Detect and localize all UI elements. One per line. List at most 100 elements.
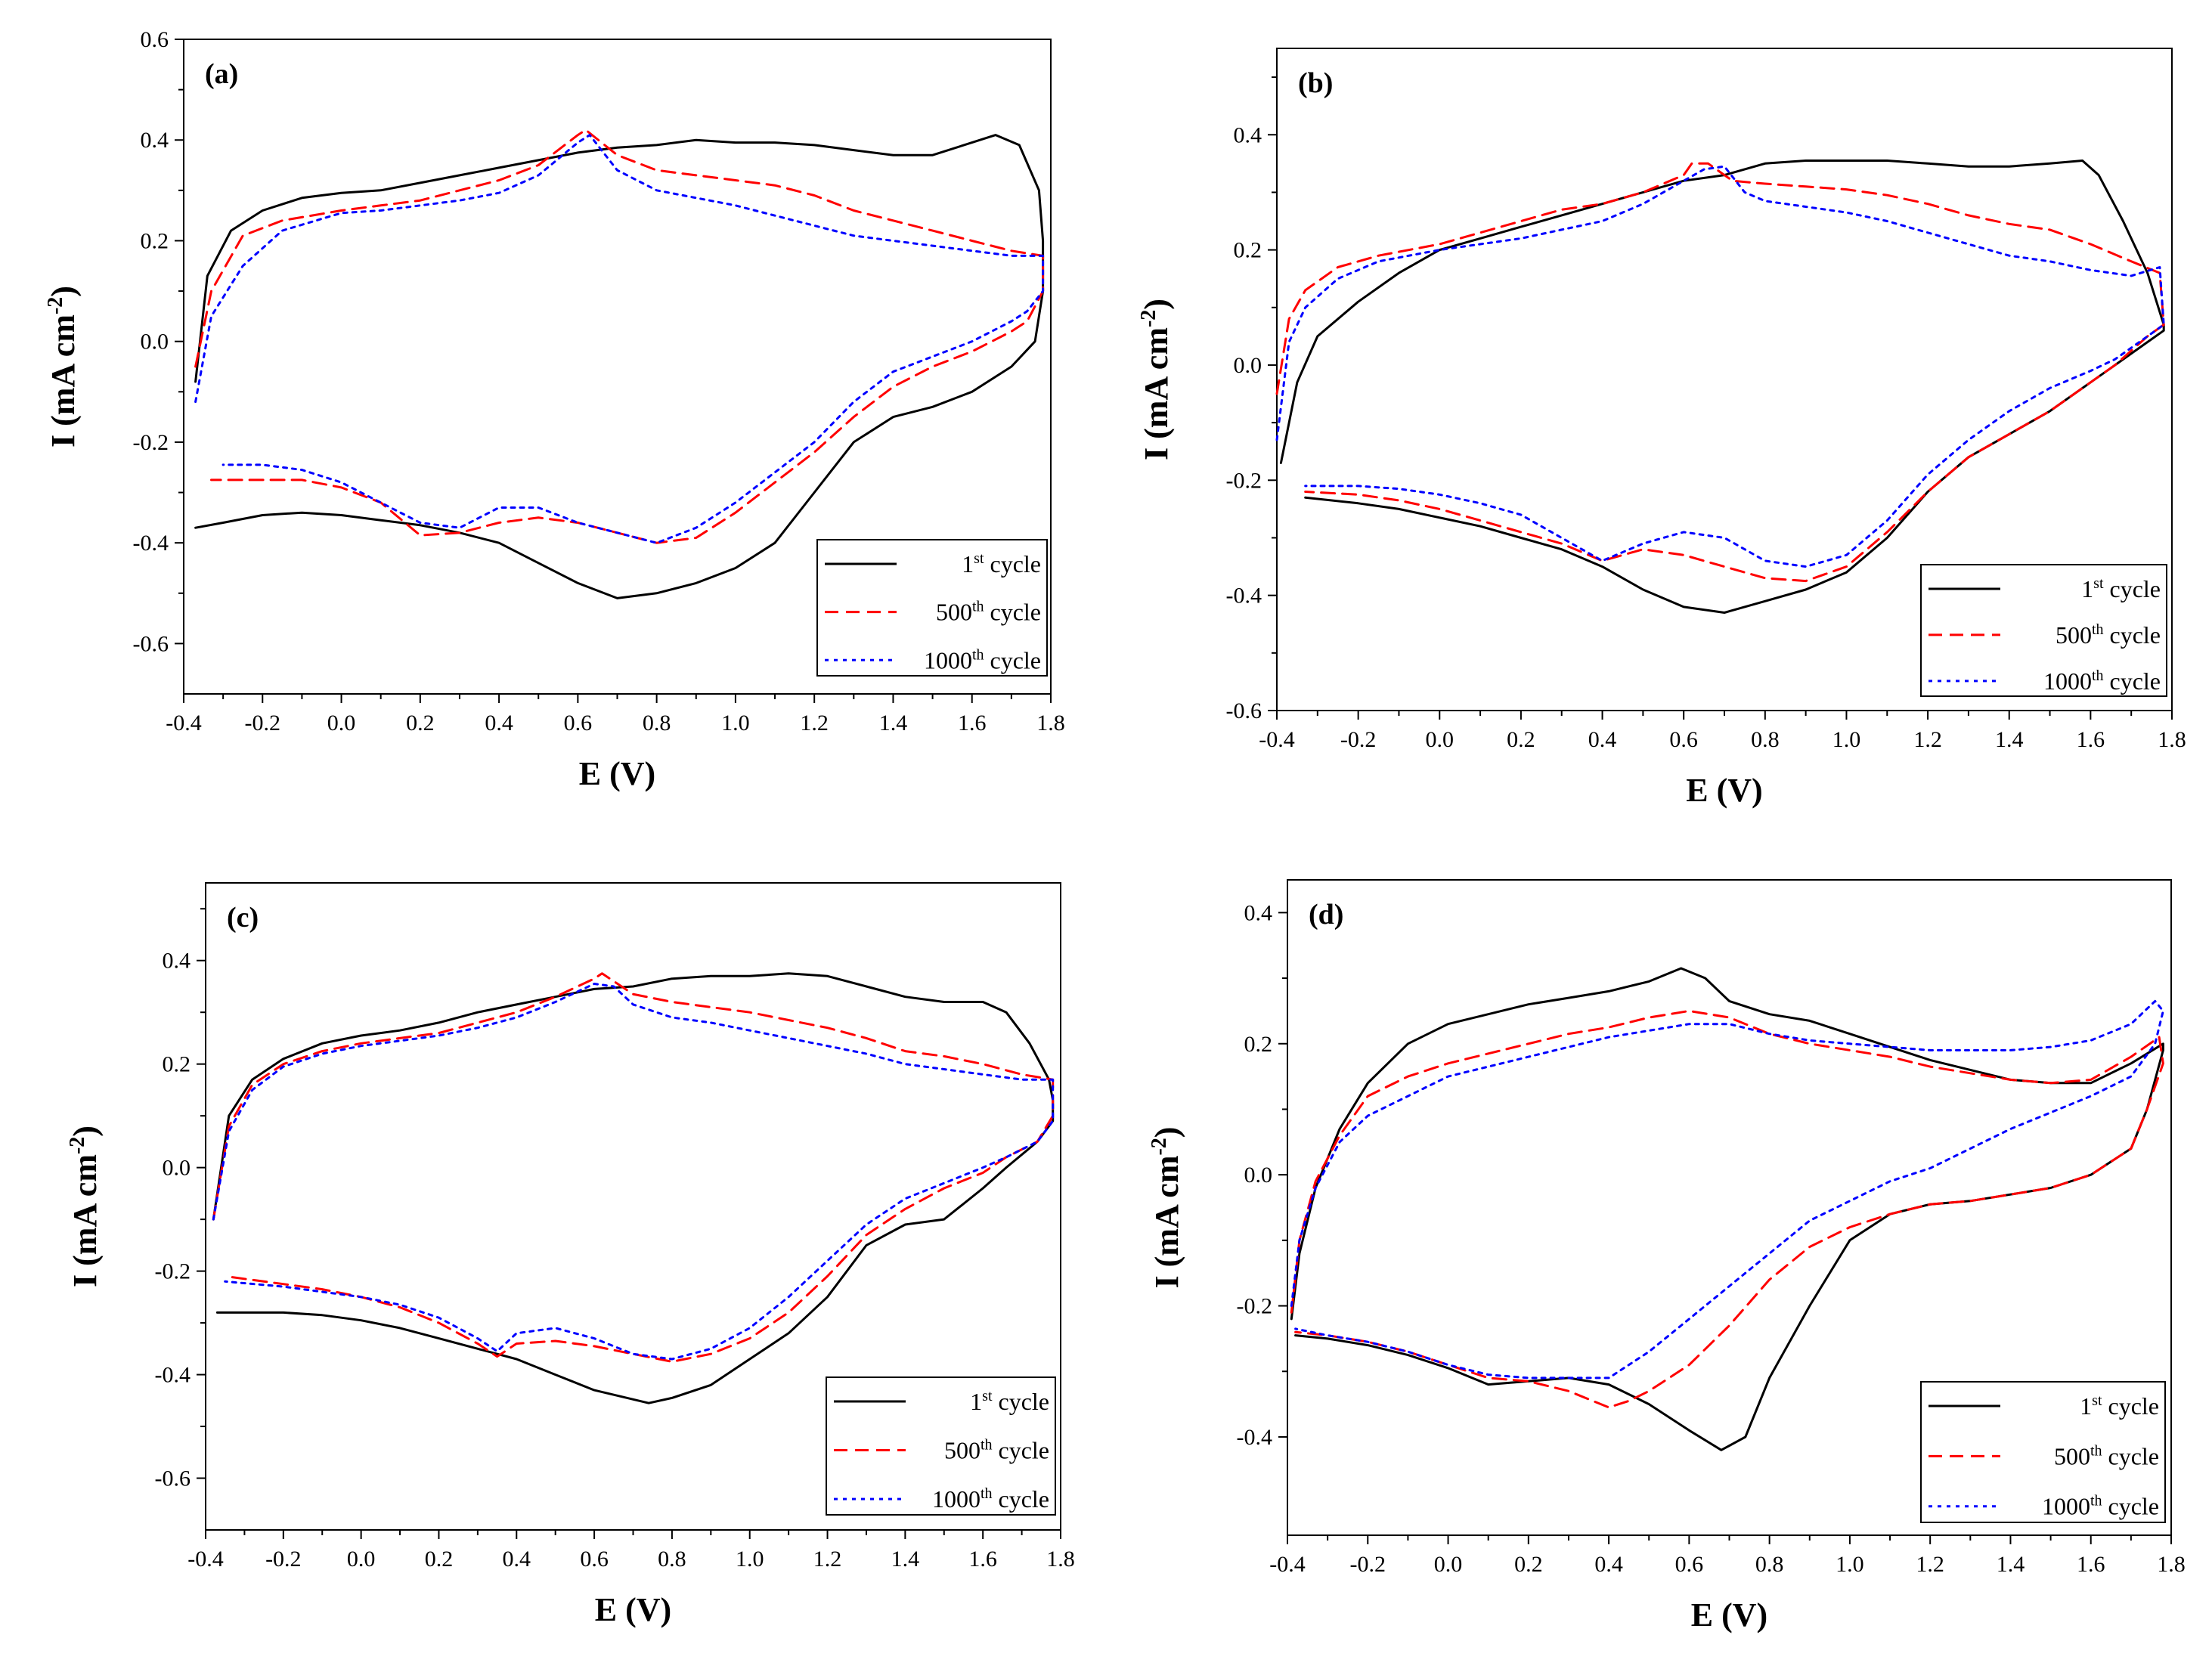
panel-d: -0.4 -0.2 0.0 0.2 0.4 0.6 0.8 1.0 1.2 1.4 1.6 1.8 -0… [1148,879,2186,1633]
legend-label-suffix: cycle [993,1388,1050,1415]
legend-label-number: 1 [970,1388,982,1415]
legend-label-number: 1 [2080,1392,2092,1420]
legend-label-1000: 1000th cycle [924,646,1041,674]
y-axis-title-close: ) [45,286,82,297]
y-tick-label: -0.6 [1226,698,1262,723]
y-axis-title-main: I (mA cm [1148,1156,1185,1289]
legend-label-sup: th [972,599,984,615]
x-tick-label: 0.0 [327,711,356,735]
x-tick-label: 1.4 [891,1547,920,1572]
legend-label-1: 1st cycle [2081,575,2161,602]
x-tick-label: 1.8 [1036,711,1065,735]
x-tick-label: 1.4 [1995,727,2024,752]
y-tick-label: 0.2 [1234,238,1262,263]
x-tick-label: -0.2 [265,1547,302,1572]
legend-label-1000: 1000th cycle [932,1485,1049,1513]
x-tick-label: 1.4 [879,711,908,735]
x-tick-label: 1.0 [1832,727,1861,752]
y-tick-label: 0.6 [141,27,169,52]
legend-label-sup: th [2090,1442,2102,1459]
series-1-cycle-curve [212,972,1055,1404]
x-axis-title: E (V) [579,755,655,792]
x-tick-label: 0.6 [1669,727,1698,752]
y-tick-label: 0.4 [1234,122,1262,147]
y-tick-label: 0.4 [141,128,169,153]
y-tick-label: -0.6 [133,631,169,656]
legend-label-suffix: cycle [993,1485,1050,1513]
legend-label-sup: th [972,646,984,663]
legend-label-500: 500th cycle [2056,621,2161,649]
y-tick-label: -0.2 [155,1259,191,1284]
series-1000-cycle-curve [1290,999,2164,1380]
series-1-cycle-curve [1279,159,2165,614]
legend-label-number: 1000 [2042,1493,2090,1520]
y-tick-label: 0.0 [141,330,169,355]
legend-label-number: 500 [2056,621,2092,649]
legend-label-sup: st [2092,1392,2102,1409]
x-axis-title: E (V) [1686,772,1762,809]
y-axis-title: I (mA cm-2) [1148,1127,1185,1289]
x-tick-label: 0.6 [1675,1552,1704,1577]
legend-label-number: 1 [962,550,974,578]
x-tick-label: 1.2 [800,711,829,735]
x-tick-label: 1.2 [1916,1552,1944,1577]
series-500-cycle-curve [194,129,1045,544]
legend-label-500: 500th cycle [936,599,1041,626]
legend-label-number: 500 [936,599,972,626]
legend-label-suffix: cycle [2104,621,2161,649]
y-tick-label: -0.4 [155,1363,191,1388]
legend-label-number: 500 [944,1437,981,1464]
x-tick-label: 1.0 [736,1547,764,1572]
legend-label-number: 1000 [932,1485,981,1513]
x-tick-label: 1.8 [2157,1552,2186,1577]
legend-label-suffix: cycle [984,599,1042,626]
legend-label-sup: th [2092,621,2104,638]
legend-label-suffix: cycle [2102,1442,2160,1469]
y-axis-title: I (mA cm-2) [1137,299,1175,460]
x-tick-label: 1.4 [1997,1552,2025,1577]
y-tick-label: -0.6 [155,1466,191,1491]
x-tick-label: 0.4 [1588,727,1617,752]
x-tick-label: 0.2 [406,711,435,735]
x-tick-label: 1.8 [1046,1547,1075,1572]
x-tick-label: 1.6 [958,711,987,735]
legend-box [816,539,1048,677]
panel-a: -0.4 -0.2 0.0 0.2 0.4 0.6 0.8 1.0 1.2 1.4 1.6 1.8 -0… [44,27,1065,792]
panel-b: -0.4 -0.2 0.0 0.2 0.4 0.6 0.8 1.0 1.2 1.4 1.6 1.8 -0… [1137,48,2186,809]
series-500-cycle-curve [212,972,1055,1363]
x-tick-label: 0.8 [1755,1552,1784,1577]
y-tick-label: -0.4 [1226,584,1262,608]
x-tick-label: 0.2 [425,1547,454,1572]
legend-label-500: 500th cycle [944,1437,1049,1464]
y-axis-title-sup: -2 [66,1137,89,1154]
legend-label-sup: st [974,550,984,567]
x-tick-label: 0.6 [564,711,593,735]
y-tick-label: 0.2 [163,1052,191,1077]
panel-label: (c) [227,902,259,934]
x-tick-label: 0.8 [658,1547,686,1572]
y-tick-label: 0.4 [163,949,191,974]
series-1000-cycle-curve [1275,165,2165,568]
series-1-cycle-curve [1290,967,2164,1451]
x-tick-label: 0.0 [1426,727,1455,752]
legend-label-sup: th [2092,667,2104,684]
legend-label-suffix: cycle [984,646,1042,674]
legend-label-1000: 1000th cycle [2042,1493,2159,1520]
x-tick-label: 1.0 [1836,1552,1864,1577]
y-axis-title-sup: -2 [44,297,67,314]
x-tick-label: 1.2 [813,1547,842,1572]
x-tick-label: 1.6 [968,1547,997,1572]
legend-label-500: 500th cycle [2054,1442,2159,1469]
legend-label-suffix: cycle [984,550,1042,578]
panel-label: (b) [1298,67,1333,99]
x-tick-label: 1.0 [721,711,750,735]
x-tick-label: -0.2 [1340,727,1377,752]
legend-label-1: 1st cycle [970,1388,1049,1415]
y-tick-label: 0.2 [141,228,169,253]
legend-label-sup: th [981,1437,993,1454]
y-axis-title-close: ) [1148,1127,1185,1138]
series-1000-cycle-curve [194,134,1045,544]
x-axis-title: E (V) [1691,1596,1767,1633]
legend-box [1920,564,2167,697]
x-tick-label: 1.2 [1913,727,1942,752]
